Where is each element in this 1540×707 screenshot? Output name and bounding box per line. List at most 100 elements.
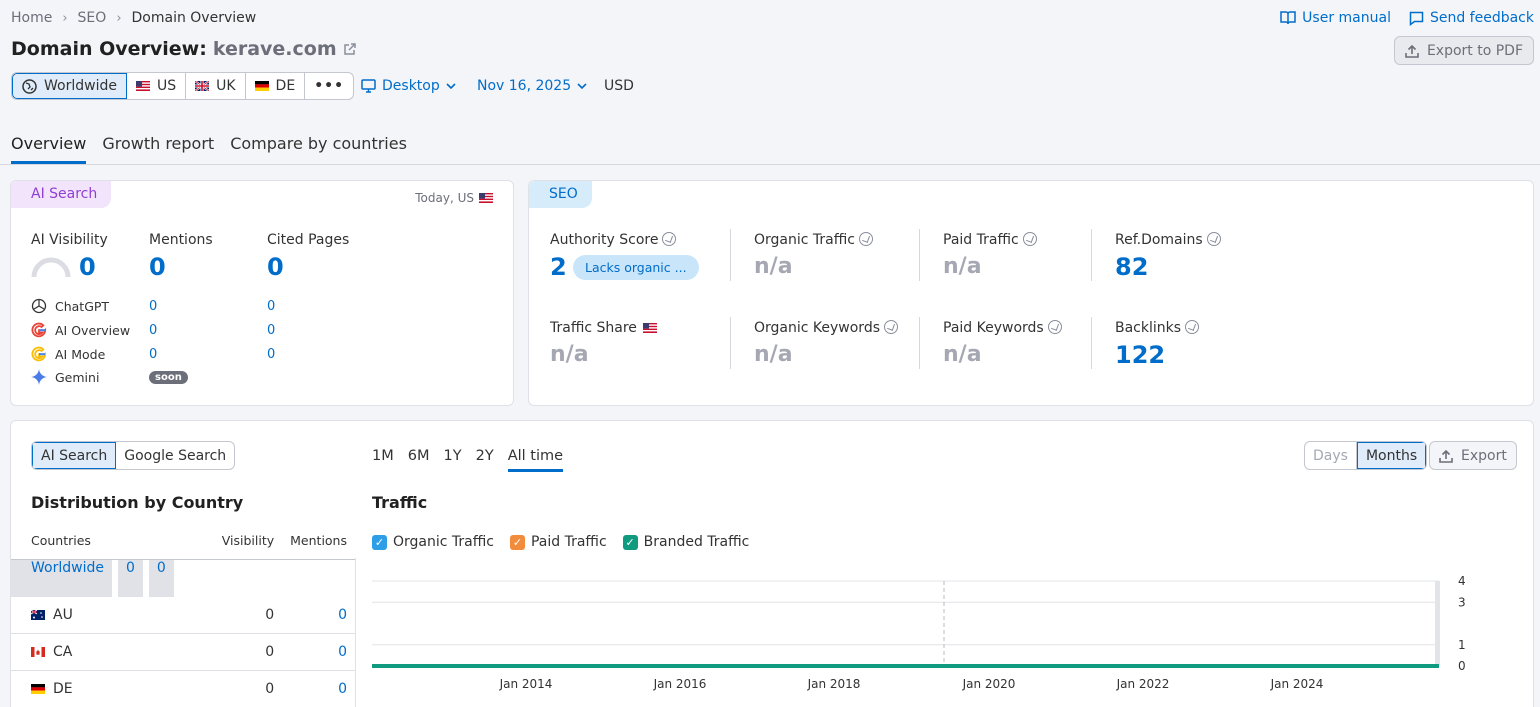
organic-traffic-value: n/a bbox=[754, 254, 793, 279]
user-manual-link[interactable]: User manual bbox=[1280, 10, 1391, 26]
visibility-cell: 0 bbox=[202, 596, 283, 634]
legend-paid-traffic[interactable]: ✓ Paid Traffic bbox=[509, 534, 607, 550]
col-mentions[interactable]: Mentions bbox=[282, 523, 355, 560]
mentions-cell[interactable]: 0 bbox=[282, 596, 355, 634]
de-flag-icon bbox=[31, 684, 45, 694]
chatgpt-icon bbox=[31, 298, 47, 314]
period-all-time[interactable]: All time bbox=[507, 448, 564, 472]
info-icon[interactable] bbox=[662, 232, 677, 246]
page-title: Domain Overview: kerave.com bbox=[11, 38, 356, 60]
db-worldwide[interactable]: Worldwide bbox=[12, 73, 127, 99]
traffic-chart[interactable]: 4 3 1 0 Jan 2014 Jan 2016 Jan 2018 Jan 2020 Jan … bbox=[372, 573, 1492, 703]
db-uk[interactable]: UK bbox=[186, 73, 246, 99]
db-us[interactable]: US bbox=[127, 73, 187, 99]
date-select[interactable]: Nov 16, 2025 bbox=[477, 78, 587, 94]
legend-branded-traffic[interactable]: ✓ Branded Traffic bbox=[622, 534, 749, 550]
domain-name[interactable]: kerave.com bbox=[212, 38, 337, 60]
mentions-value[interactable]: 0 bbox=[149, 253, 166, 281]
info-icon[interactable] bbox=[1047, 320, 1062, 334]
cited-pages-value[interactable]: 0 bbox=[267, 253, 284, 281]
tab-growth-report[interactable]: Growth report bbox=[102, 134, 215, 153]
authority-score-value[interactable]: 2 bbox=[550, 253, 567, 281]
mentions-label: Mentions bbox=[149, 232, 213, 248]
ai-mode-cited[interactable]: 0 bbox=[267, 347, 276, 362]
info-icon[interactable] bbox=[1022, 232, 1037, 246]
more-databases-button[interactable]: ••• bbox=[305, 73, 353, 99]
y-tick-label: 3 bbox=[1458, 595, 1466, 609]
breadcrumb-seo[interactable]: SEO bbox=[77, 10, 107, 26]
us-flag-icon bbox=[479, 193, 493, 203]
mentions-cell[interactable]: 0 bbox=[282, 670, 355, 707]
chatgpt-mentions[interactable]: 0 bbox=[149, 299, 158, 314]
export-button[interactable]: Export bbox=[1429, 441, 1517, 470]
source-ai-overview: AI Overview bbox=[31, 322, 130, 338]
country-cell: DE bbox=[11, 670, 203, 707]
db-de-label: DE bbox=[275, 78, 296, 94]
table-row[interactable]: DE 0 0 bbox=[11, 670, 355, 707]
external-link-icon[interactable] bbox=[343, 42, 356, 56]
period-2y[interactable]: 2Y bbox=[475, 448, 494, 464]
traffic-card: AI Search Google Search 1M 6M 1Y 2Y All … bbox=[10, 420, 1534, 707]
authority-score-text: Authority Score bbox=[550, 232, 659, 248]
currency-label[interactable]: USD bbox=[604, 78, 634, 94]
breadcrumb-home[interactable]: Home bbox=[11, 10, 53, 26]
info-icon[interactable] bbox=[884, 320, 898, 334]
upload-icon bbox=[1405, 44, 1419, 58]
col-countries[interactable]: Countries bbox=[11, 523, 203, 560]
ai-overview-mentions[interactable]: 0 bbox=[149, 323, 158, 338]
period-1m[interactable]: 1M bbox=[372, 448, 394, 464]
info-icon[interactable] bbox=[1185, 320, 1200, 334]
period-1y[interactable]: 1Y bbox=[443, 448, 462, 464]
toggle-ai-search[interactable]: AI Search bbox=[32, 442, 117, 469]
divider bbox=[919, 229, 920, 281]
x-tick-label: Jan 2018 bbox=[807, 677, 861, 691]
country-name: CA bbox=[53, 644, 73, 660]
user-manual-label: User manual bbox=[1302, 10, 1391, 26]
chevron-right-icon: › bbox=[62, 10, 68, 26]
toggle-google-search[interactable]: Google Search bbox=[124, 447, 227, 464]
granularity-months[interactable]: Months bbox=[1356, 442, 1427, 469]
export-pdf-label: Export to PDF bbox=[1426, 42, 1523, 59]
page-title-prefix: Domain Overview: bbox=[11, 38, 207, 60]
authority-status-badge[interactable]: Lacks organic ... bbox=[573, 255, 699, 280]
send-feedback-link[interactable]: Send feedback bbox=[1409, 10, 1534, 26]
globe-icon bbox=[22, 78, 37, 94]
seo-pill: SEO bbox=[529, 181, 592, 208]
tab-overview[interactable]: Overview bbox=[11, 134, 87, 164]
database-selector: Worldwide US UK DE ••• bbox=[11, 72, 355, 100]
info-icon[interactable] bbox=[858, 232, 873, 246]
ai-mode-mentions[interactable]: 0 bbox=[149, 347, 158, 362]
source-name: AI Mode bbox=[55, 346, 106, 362]
ai-visibility-value[interactable]: 0 bbox=[79, 253, 96, 281]
paid-traffic-text: Paid Traffic bbox=[943, 232, 1019, 248]
ca-flag-icon bbox=[31, 647, 45, 657]
chatgpt-cited[interactable]: 0 bbox=[267, 299, 276, 314]
table-row[interactable]: CA 0 0 bbox=[11, 633, 355, 671]
backlinks-value[interactable]: 122 bbox=[1115, 341, 1166, 369]
db-de[interactable]: DE bbox=[246, 73, 306, 99]
granularity-days[interactable]: Days bbox=[1305, 442, 1357, 469]
col-visibility[interactable]: Visibility bbox=[202, 523, 283, 560]
google-icon bbox=[31, 322, 47, 338]
ai-overview-cited[interactable]: 0 bbox=[267, 323, 276, 338]
tabs-divider bbox=[0, 164, 1540, 165]
ref-domains-value[interactable]: 82 bbox=[1115, 253, 1149, 281]
period-6m[interactable]: 6M bbox=[407, 448, 430, 464]
info-icon[interactable] bbox=[1206, 232, 1221, 246]
checkbox-checked-icon: ✓ bbox=[372, 534, 387, 550]
source-name: ChatGPT bbox=[55, 298, 110, 314]
desktop-icon bbox=[361, 79, 376, 93]
source-gemini: Gemini bbox=[31, 369, 99, 385]
table-row[interactable]: Worldwide 0 0 bbox=[11, 559, 202, 597]
organic-keywords-text: Organic Keywords bbox=[754, 320, 880, 336]
mentions-cell[interactable]: 0 bbox=[282, 633, 355, 671]
traffic-share-text: Traffic Share bbox=[550, 320, 637, 336]
chart-scrollbar bbox=[1435, 581, 1440, 666]
divider bbox=[1091, 317, 1092, 369]
legend-organic-traffic[interactable]: ✓ Organic Traffic bbox=[372, 534, 494, 550]
ai-visibility-label: AI Visibility bbox=[31, 232, 108, 248]
export-pdf-button[interactable]: Export to PDF bbox=[1393, 36, 1534, 65]
tab-compare-countries[interactable]: Compare by countries bbox=[230, 134, 407, 153]
device-select[interactable]: Desktop bbox=[361, 78, 456, 94]
table-row[interactable]: AU 0 0 bbox=[11, 596, 355, 634]
